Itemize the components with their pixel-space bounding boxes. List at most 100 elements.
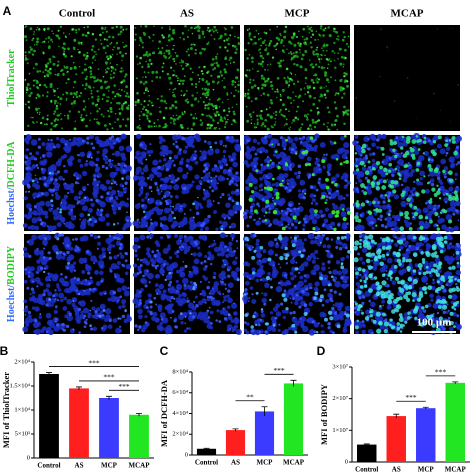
cell-dot (386, 277, 389, 280)
cell-dot (364, 176, 368, 180)
cell-dot (299, 45, 302, 48)
cell-dot (139, 224, 144, 229)
cell-dot (322, 165, 326, 169)
cell-dot (266, 63, 269, 66)
cell-dot (298, 30, 300, 33)
cell-dot (148, 53, 152, 57)
cell-dot (288, 188, 292, 193)
cell-dot (323, 183, 327, 188)
cell-dot (202, 100, 206, 104)
cell-dot (154, 283, 159, 288)
cell-dot (24, 103, 27, 106)
cell-dot (227, 42, 230, 46)
cell-dot (290, 148, 295, 152)
cell-dot (268, 207, 272, 211)
cell-dot (339, 162, 343, 166)
cell-dot (451, 257, 456, 262)
cell-dot (35, 164, 39, 167)
cell-dot (183, 94, 185, 97)
cell-dot (330, 227, 334, 230)
cell-dot (219, 196, 222, 199)
cell-dot (35, 97, 38, 99)
cell-dot (406, 316, 411, 320)
cell-dot (313, 322, 320, 328)
cell-dot (73, 195, 79, 201)
cell-dot (34, 225, 40, 231)
cell-dot (183, 250, 188, 255)
cell-dot (313, 212, 318, 216)
cell-dot (73, 48, 76, 51)
cell-dot (144, 321, 148, 324)
cell-dot (42, 270, 46, 274)
cell-dot (155, 75, 159, 79)
cell-dot (124, 181, 128, 185)
cell-dot (175, 145, 179, 149)
cell-dot (194, 150, 197, 153)
cell-dot (328, 34, 332, 38)
cell-dot (275, 285, 283, 293)
cell-dot (276, 26, 278, 28)
cell-dot (451, 27, 453, 30)
cell-dot (266, 114, 269, 116)
cell-dot (361, 143, 367, 149)
cell-dot (139, 270, 142, 274)
cell-dot (124, 309, 127, 313)
cell-dot (326, 106, 330, 109)
cell-dot (263, 31, 266, 34)
cell-dot (451, 305, 455, 309)
cell-dot (104, 26, 107, 29)
cell-dot (168, 274, 173, 279)
cell-dot (369, 314, 373, 318)
cell-dot (83, 320, 87, 324)
cell-dot (185, 62, 187, 65)
cell-dot (259, 150, 263, 154)
cell-dot (297, 41, 300, 45)
cell-dot (164, 162, 169, 167)
cell-dot (41, 239, 49, 246)
cell-dot (337, 52, 340, 55)
cell-dot (224, 70, 227, 74)
cell-dot (297, 171, 301, 175)
cell-dot (36, 206, 43, 213)
cell-dot (319, 86, 323, 90)
cell-dot (58, 45, 60, 48)
cell-dot (418, 297, 422, 301)
cell-dot (209, 296, 213, 299)
cell-dot (329, 140, 332, 143)
cell-dot (56, 123, 58, 126)
cell-dot (275, 253, 278, 257)
cell-dot (170, 316, 172, 319)
cell-dot (338, 47, 342, 51)
cell-dot (279, 266, 282, 269)
cell-dot (170, 286, 175, 291)
cell-dot (251, 298, 257, 305)
cell-dot (176, 177, 180, 181)
cell-dot (288, 40, 292, 44)
cell-dot (344, 305, 351, 312)
cell-dot (63, 183, 71, 190)
cell-dot (181, 82, 185, 85)
cell-dot (90, 142, 94, 146)
cell-dot (213, 239, 216, 242)
cell-dot (52, 62, 56, 66)
cell-dot (304, 76, 308, 80)
cell-dot (269, 115, 273, 119)
cell-dot (80, 41, 83, 44)
cell-dot (137, 267, 142, 272)
cell-dot (159, 201, 163, 205)
cell-dot (363, 186, 367, 189)
cell-dot (347, 45, 350, 48)
cell-dot (402, 178, 408, 183)
cell-dot (366, 241, 371, 246)
cell-dot (230, 158, 234, 161)
cell-dot (273, 123, 276, 126)
cell-dot (231, 302, 238, 309)
cell-dot (29, 293, 32, 295)
cell-dot (255, 278, 260, 283)
cell-dot (301, 35, 304, 38)
cell-dot (313, 194, 317, 198)
cell-dot (108, 318, 112, 323)
cell-dot (143, 71, 146, 74)
cell-dot (167, 283, 172, 287)
cell-dot (87, 31, 90, 35)
